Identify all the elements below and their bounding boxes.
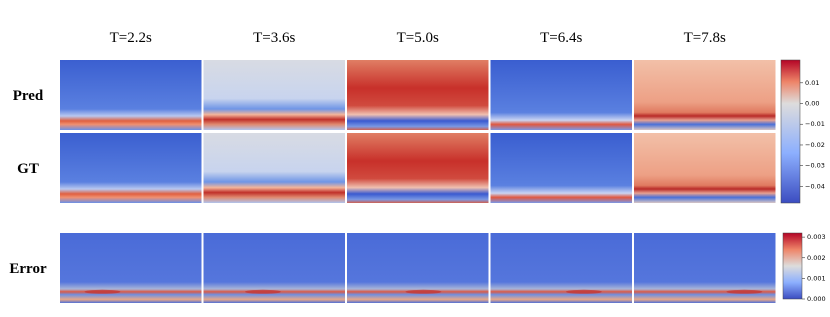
column-title: T=3.6s — [253, 30, 295, 46]
colorbar-tick-label: −0.03 — [805, 162, 825, 170]
colorbar-tick-label: 0.003 — [807, 233, 826, 241]
colorbar-tick-label: 0.001 — [807, 274, 826, 282]
colorbar-tick-label: 0.002 — [807, 254, 826, 262]
heatmap-panel — [60, 60, 202, 130]
colorbar-tick-label: −0.04 — [805, 182, 825, 190]
heatmap-panel — [203, 133, 345, 203]
heatmap-panel — [347, 60, 489, 130]
heatmap-panel — [490, 60, 632, 130]
error-hotspot — [84, 289, 121, 294]
column-title: T=2.2s — [110, 30, 152, 46]
error-hotspot — [726, 289, 763, 294]
error-hotspot — [565, 289, 602, 294]
colorbar — [780, 59, 801, 204]
colorbar-tick-label: 0.00 — [805, 100, 819, 108]
row-label: GT — [17, 161, 39, 177]
colorbar-tick-label: −0.02 — [805, 141, 825, 149]
colorbar-tick-label: 0.01 — [805, 79, 819, 87]
heatmap-panel — [634, 60, 776, 130]
error-hotspot — [405, 289, 442, 294]
heatmap-panel — [634, 133, 776, 203]
heatmap-panel — [60, 133, 202, 203]
error-hotspot — [244, 289, 281, 294]
column-title: T=6.4s — [540, 30, 582, 46]
heatmap-panel — [490, 133, 632, 203]
heatmap-panel — [347, 133, 489, 203]
colorbar-tick-label: −0.01 — [805, 120, 825, 128]
heatmap-panel — [60, 233, 202, 303]
colorbar-tick-label: 0.000 — [807, 295, 826, 303]
heatmap-panel — [203, 60, 345, 130]
heatmap-panel — [490, 233, 632, 303]
column-title: T=7.8s — [684, 30, 726, 46]
row-label: Pred — [13, 88, 44, 104]
row-label: Error — [9, 261, 47, 277]
colorbar — [782, 232, 803, 300]
column-title: T=5.0s — [397, 30, 439, 46]
